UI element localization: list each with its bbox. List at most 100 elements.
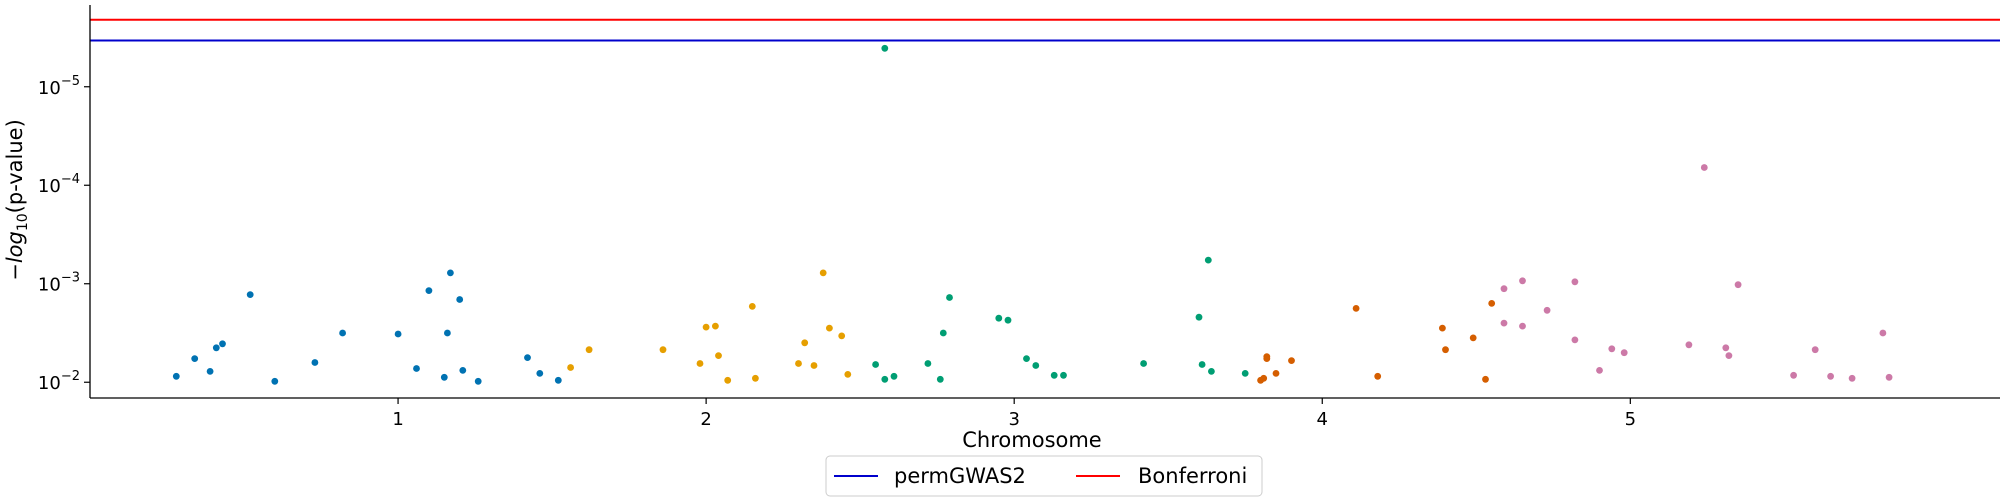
data-point [1700,164,1708,171]
data-point [1500,319,1508,327]
data-point [881,44,889,52]
data-point [819,269,827,277]
x-tick-label: 1 [392,409,403,430]
data-point [1469,334,1477,342]
x-axis-ticks: 1 2 3 4 5 [392,398,1636,430]
data-point [206,368,214,375]
data-point [1439,324,1446,332]
data-point [1023,355,1030,362]
data-point [1198,361,1206,368]
data-point [567,364,574,371]
data-point [696,360,704,367]
data-point [1885,373,1893,381]
data-point [554,376,562,384]
data-point [881,375,889,383]
data-point [924,360,932,367]
data-point [1543,306,1551,314]
legend-label-permgwas2: permGWAS2 [894,464,1026,488]
data-point [191,355,199,362]
y-tick-label: 10−3 [38,271,80,296]
data-point [536,370,544,377]
data-point [585,346,593,354]
plot-frame [89,5,2000,399]
data-point [1140,360,1147,367]
data-point [752,374,759,382]
y-axis-label: −log10(p-value) [3,119,31,281]
data-point [936,375,944,383]
data-point [1482,375,1489,383]
data-point [838,332,846,340]
data-point [1263,355,1271,362]
x-tick-label: 5 [1625,409,1636,430]
data-point [1734,281,1742,289]
data-point [425,287,433,294]
data-point [172,372,180,380]
data-point [212,344,220,352]
data-point [1790,371,1797,379]
data-point [1620,349,1628,357]
data-point [1596,367,1603,374]
y-tick-label: 10−4 [38,172,80,197]
data-point [246,291,254,298]
data-point [271,377,279,385]
data-point [1519,322,1526,330]
data-point [1032,362,1040,369]
data-point [1571,278,1579,286]
data-point [1608,345,1616,353]
data-point [1848,374,1856,382]
y-axis-label-prefix: − [3,263,27,281]
y-axis-label-base: 10 [15,213,31,231]
data-point [715,352,722,359]
y-axis-ticks: 10−5 10−4 10−3 10−2 [38,74,90,394]
data-point [459,367,467,374]
data-point [1571,336,1579,344]
data-point [447,269,454,277]
data-point [474,377,482,385]
data-point [456,296,464,303]
data-point [826,324,833,332]
data-point [1685,341,1693,349]
data-point [724,376,732,384]
data-point [1442,346,1449,354]
data-point [1204,256,1212,264]
data-point [1241,370,1249,377]
data-point [219,340,226,348]
data-point [1500,285,1508,293]
data-point [939,329,947,337]
data-point [440,373,448,381]
data-point [1879,329,1887,337]
data-point [524,354,531,361]
data-point [413,365,420,372]
data-point [1827,372,1834,380]
data-point [444,329,451,337]
x-tick-label: 2 [700,409,711,430]
data-point [712,322,719,330]
data-point [702,323,710,331]
x-axis-label: Chromosome [962,428,1101,452]
data-point [1288,357,1295,364]
data-point [1725,352,1733,359]
y-tick-label: 10−2 [38,369,80,394]
data-point [1004,316,1012,324]
x-tick-label: 3 [1008,409,1019,430]
data-point [1060,371,1067,379]
data-point [1519,277,1526,285]
data-point [946,294,953,301]
data-point [748,303,756,310]
y-tick-label: 10−5 [38,74,80,99]
y-axis-label-suffix: (p-value) [3,119,27,213]
data-point [890,372,898,380]
data-point [659,346,667,354]
data-point [1374,372,1382,380]
data-point [1352,305,1360,312]
legend-box [825,455,1263,497]
legend: permGWAS2 Bonferroni [825,455,1263,497]
data-point [394,330,402,338]
x-tick-label: 4 [1317,409,1328,430]
data-point [1488,300,1496,307]
data-point [311,359,319,366]
data-point [1050,371,1058,379]
data-point [1722,344,1730,352]
data-point [872,361,879,368]
